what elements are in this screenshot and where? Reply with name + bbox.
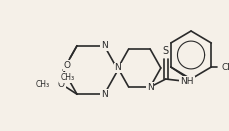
Text: CH₃: CH₃ (60, 73, 74, 82)
Text: N: N (101, 90, 107, 99)
Text: Cl: Cl (221, 62, 229, 72)
Text: O: O (58, 80, 65, 89)
Text: N: N (101, 41, 107, 50)
Text: NH: NH (180, 77, 193, 86)
Text: N: N (146, 83, 153, 92)
Text: CH₃: CH₃ (35, 80, 49, 89)
Text: O: O (63, 61, 71, 70)
Text: S: S (162, 46, 168, 56)
Text: N: N (114, 64, 121, 72)
